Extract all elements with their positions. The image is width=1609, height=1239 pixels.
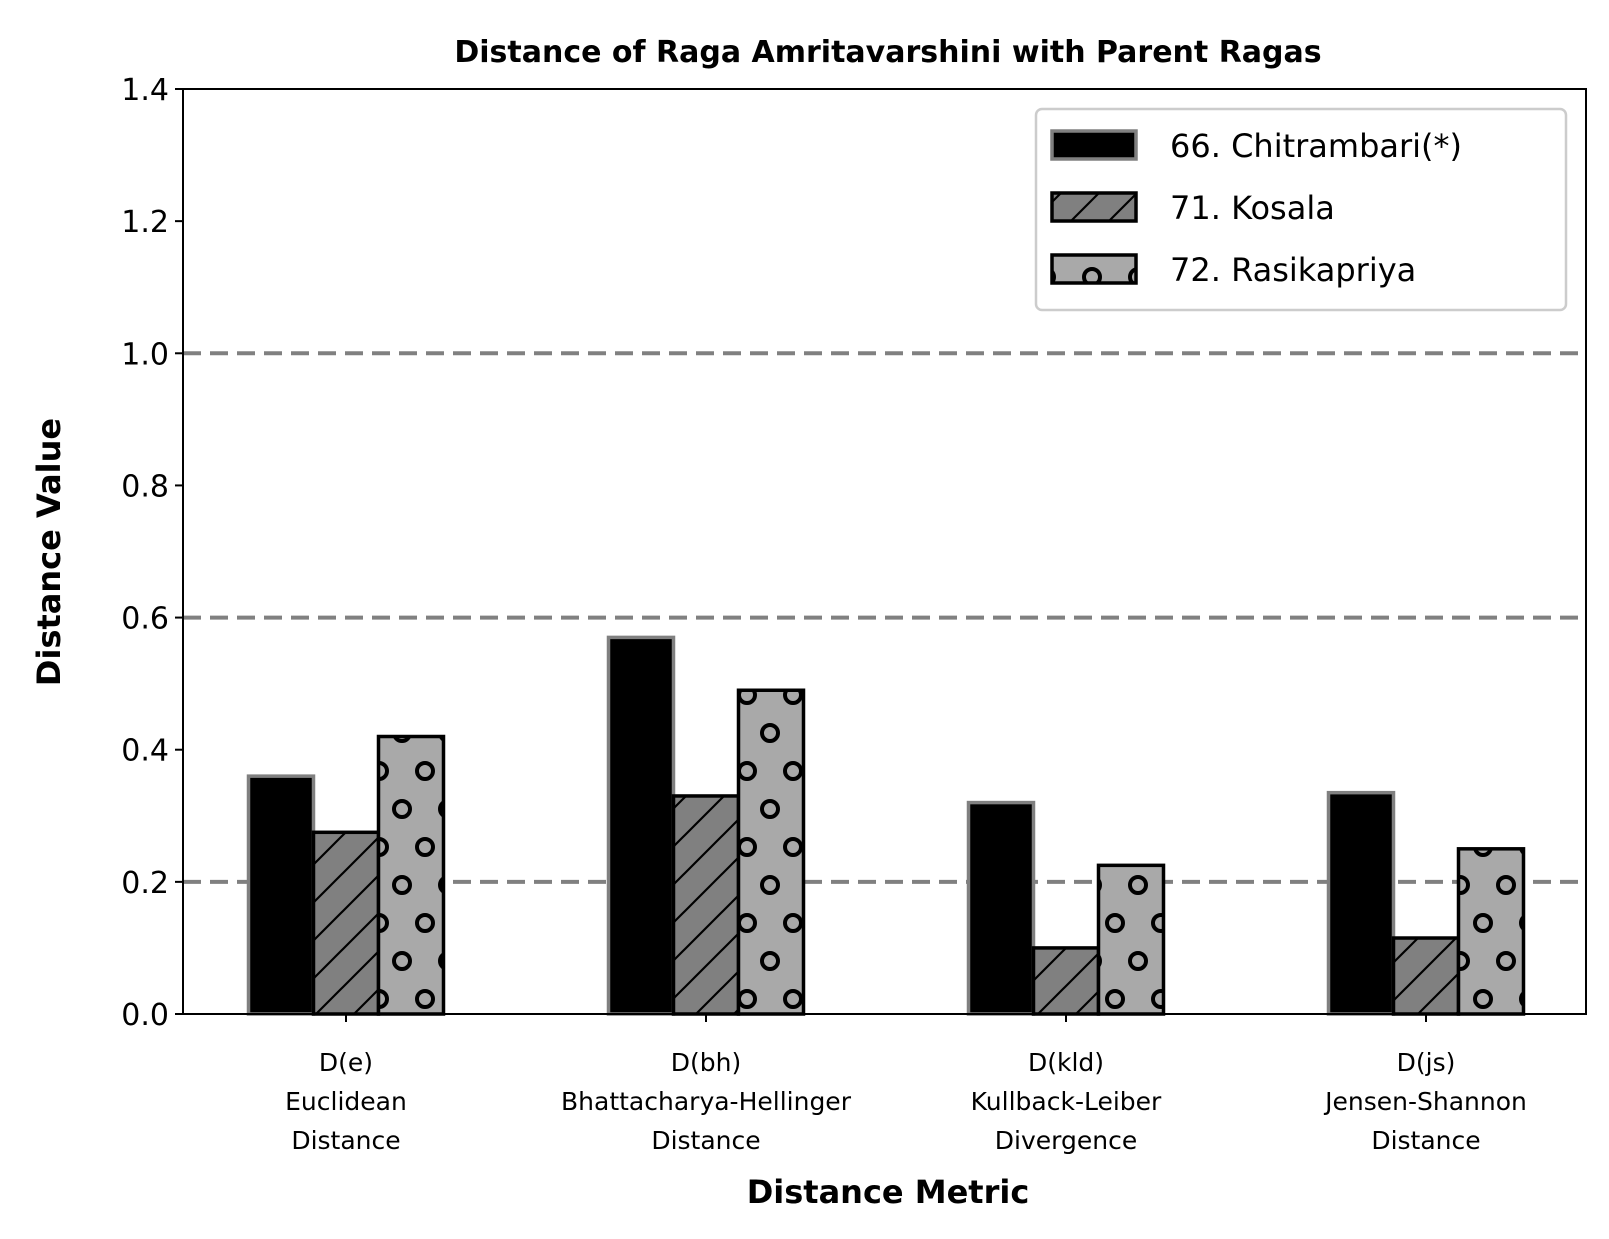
x-tick-label: Distance xyxy=(291,1126,400,1155)
bar-rasikapriya xyxy=(376,734,446,1016)
x-axis-ticks: D(e) Euclidean Distance D(bh) Bhattacharya-H… xyxy=(285,1014,1527,1155)
x-tick-label: Kullback-Leiber xyxy=(971,1087,1162,1116)
bars xyxy=(246,635,1526,1016)
legend-label: 66. Chitrambari(*) xyxy=(1170,127,1462,165)
y-tick-label: 1.4 xyxy=(121,73,169,108)
x-tick-label: Distance xyxy=(651,1126,760,1155)
x-tick-label: Bhattacharya-Hellinger xyxy=(561,1087,852,1116)
y-tick-label: 0.2 xyxy=(121,866,169,901)
bar-rasikapriya xyxy=(1096,863,1166,1016)
x-axis-label: Distance Metric xyxy=(747,1173,1030,1211)
legend-label: 71. Kosala xyxy=(1170,189,1335,227)
plot-frame xyxy=(182,88,1587,1015)
x-tick-label: D(e) xyxy=(319,1048,373,1077)
legend-swatch xyxy=(1050,191,1138,223)
x-tick-label: D(bh) xyxy=(671,1048,741,1077)
chart-title: Distance of Raga Amritavarshini with Par… xyxy=(454,35,1321,70)
legend-box xyxy=(1034,107,1568,312)
x-tick-label: Distance xyxy=(1371,1126,1480,1155)
y-tick-label: 1.2 xyxy=(121,205,169,240)
y-tick-label: 0.8 xyxy=(121,469,169,504)
bar-chitrambari xyxy=(966,800,1036,1016)
y-tick-label: 0.6 xyxy=(121,602,169,637)
bar-chitrambari xyxy=(246,774,316,1016)
x-tick-label: Euclidean xyxy=(285,1087,407,1116)
bar-rasikapriya xyxy=(736,688,806,1016)
y-tick-label: 1.0 xyxy=(121,337,169,372)
bar-rasikapriya xyxy=(1456,847,1526,1016)
legend: 66. Chitrambari(*) 71. Kosala 72. Rasikapr… xyxy=(1034,107,1568,312)
bar-chitrambari xyxy=(1326,790,1396,1016)
bar-kosala xyxy=(671,794,741,1016)
bar-kosala xyxy=(1391,936,1461,1016)
x-tick-label: Divergence xyxy=(995,1126,1137,1155)
legend-swatch xyxy=(1050,253,1138,285)
bar-chitrambari xyxy=(606,635,676,1016)
x-tick-label: D(js) xyxy=(1397,1048,1456,1077)
x-tick-label: D(kld) xyxy=(1028,1048,1104,1077)
bar-kosala xyxy=(1031,946,1101,1016)
y-tick-label: 0.4 xyxy=(121,734,169,769)
y-axis-ticks: 0.0 0.2 0.4 0.6 0.8 1.0 1.2 1.4 xyxy=(121,73,183,1033)
x-tick-label: Jensen-Shannon xyxy=(1323,1087,1527,1116)
y-axis-label: Distance Value xyxy=(30,418,68,686)
bar-kosala xyxy=(311,830,381,1016)
legend-label: 72. Rasikapriya xyxy=(1170,251,1416,289)
legend-swatch xyxy=(1050,129,1138,161)
y-tick-label: 0.0 xyxy=(121,998,169,1033)
